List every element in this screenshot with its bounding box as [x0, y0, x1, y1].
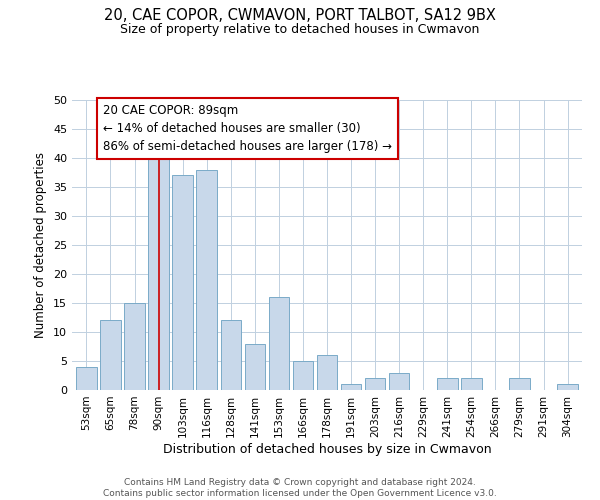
Bar	[509, 378, 530, 390]
Bar	[389, 372, 409, 390]
Text: Size of property relative to detached houses in Cwmavon: Size of property relative to detached ho…	[121, 22, 479, 36]
Bar	[148, 158, 169, 390]
Bar	[172, 176, 193, 390]
Bar	[341, 384, 361, 390]
Bar	[269, 297, 289, 390]
Text: Contains HM Land Registry data © Crown copyright and database right 2024.
Contai: Contains HM Land Registry data © Crown c…	[103, 478, 497, 498]
Bar	[461, 378, 482, 390]
Bar	[100, 320, 121, 390]
Bar	[124, 303, 145, 390]
Bar	[196, 170, 217, 390]
Bar	[293, 361, 313, 390]
Bar	[76, 367, 97, 390]
Bar	[437, 378, 458, 390]
Bar	[557, 384, 578, 390]
Text: 20, CAE COPOR, CWMAVON, PORT TALBOT, SA12 9BX: 20, CAE COPOR, CWMAVON, PORT TALBOT, SA1…	[104, 8, 496, 22]
Bar	[245, 344, 265, 390]
Bar	[221, 320, 241, 390]
Y-axis label: Number of detached properties: Number of detached properties	[34, 152, 47, 338]
Text: Distribution of detached houses by size in Cwmavon: Distribution of detached houses by size …	[163, 442, 491, 456]
Bar	[365, 378, 385, 390]
Text: 20 CAE COPOR: 89sqm
← 14% of detached houses are smaller (30)
86% of semi-detach: 20 CAE COPOR: 89sqm ← 14% of detached ho…	[103, 104, 392, 154]
Bar	[317, 355, 337, 390]
